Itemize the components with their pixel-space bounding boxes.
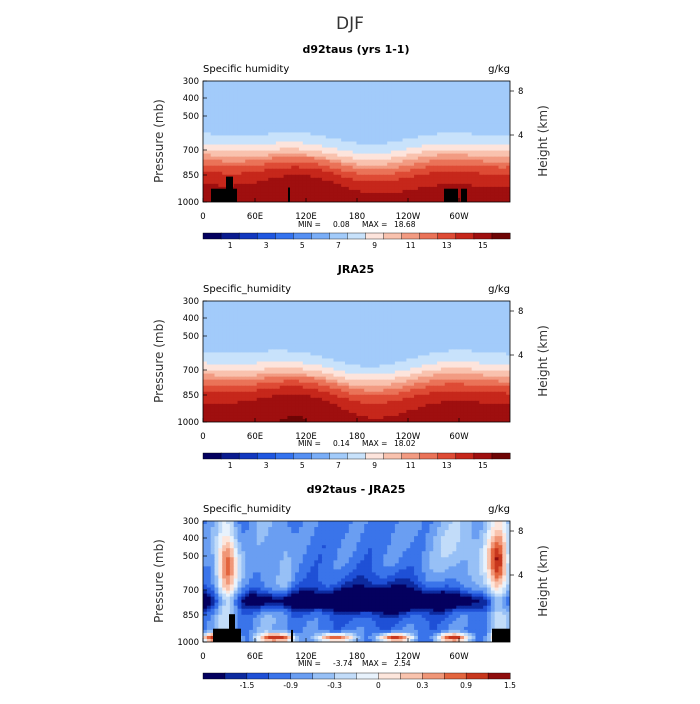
colorbar-label: 1	[228, 241, 233, 250]
panel-1-height-ticks: 84	[510, 87, 523, 141]
colorbar-swatch	[456, 233, 474, 239]
pressure-tick-label: 850	[183, 171, 199, 181]
colorbar-label: 11	[406, 241, 416, 250]
panel-1-pressure-ticks: 300 400 500 700 850 1000	[177, 77, 207, 208]
colorbar-swatch	[492, 233, 510, 239]
panel-1-plot	[203, 81, 511, 203]
height-tick-label: 8	[518, 87, 523, 97]
terrain-block	[211, 189, 237, 202]
colorbar-swatch	[203, 233, 221, 239]
panel-1-min-value: 0.08	[333, 220, 350, 229]
colorbar-swatch	[474, 233, 492, 239]
terrain-block	[444, 189, 458, 202]
colorbar-swatch	[293, 233, 311, 239]
longitude-tick-label: 60W	[449, 212, 469, 222]
colorbar-swatch	[420, 233, 438, 239]
panel-1-y-axis-title: Pressure (mb)	[152, 99, 166, 183]
panel-1-max-label: MAX =	[362, 220, 387, 229]
panel-2: JRA25 Specific_humidity g/kg 30040050070…	[152, 263, 550, 470]
panel-1-y2-axis-title: Height (km)	[536, 105, 550, 176]
colorbar-swatch	[257, 233, 275, 239]
height-tick-label: 4	[518, 131, 523, 141]
pressure-tick-label: 300	[183, 77, 199, 87]
colorbar-label: 3	[264, 241, 269, 250]
colorbar-swatch	[384, 233, 402, 239]
terrain-block	[226, 177, 233, 202]
panel-1-units: g/kg	[488, 64, 510, 75]
colorbar-swatch	[347, 233, 365, 239]
pressure-tick-label: 400	[183, 94, 199, 104]
colorbar-swatch	[311, 233, 329, 239]
figure-title: DJF	[336, 14, 364, 34]
panel-1-title: d92taus (yrs 1-1)	[303, 43, 410, 56]
colorbar-swatch	[366, 233, 384, 239]
colorbar-swatch	[239, 233, 257, 239]
colorbar-label: 15	[478, 241, 488, 250]
panel-2-contour-field	[203, 301, 511, 423]
panel-1: d92taus (yrs 1-1) Specific humidity g/kg…	[152, 43, 550, 250]
panel-1-variable-label: Specific humidity	[203, 64, 289, 75]
colorbar-label: 7	[336, 241, 341, 250]
colorbar-swatch	[329, 233, 347, 239]
colorbar-swatch	[221, 233, 239, 239]
longitude-tick-label: 60E	[247, 212, 263, 222]
longitude-tick-label: 0	[200, 212, 205, 222]
panel-2-plot	[203, 301, 511, 423]
panel-1-contour-field	[203, 81, 511, 203]
colorbar-label: 5	[300, 241, 305, 250]
colorbar-swatch	[275, 233, 293, 239]
terrain-block	[461, 189, 467, 202]
panel-1-min-label: MIN =	[298, 220, 321, 229]
panel-1-max-value: 18.68	[394, 220, 416, 229]
pressure-tick-label: 700	[183, 146, 199, 156]
pressure-tick-label: 1000	[177, 198, 199, 208]
panel-2-title: JRA25	[337, 263, 374, 276]
colorbar-swatch	[402, 233, 420, 239]
panel-2-units: g/kg	[488, 284, 510, 295]
pressure-tick-label: 500	[183, 112, 199, 122]
colorbar-label: 13	[442, 241, 452, 250]
colorbar-swatch	[438, 233, 456, 239]
colorbar-label: 9	[372, 241, 377, 250]
terrain-block	[288, 188, 290, 203]
panel-2-variable-label: Specific_humidity	[203, 284, 291, 295]
